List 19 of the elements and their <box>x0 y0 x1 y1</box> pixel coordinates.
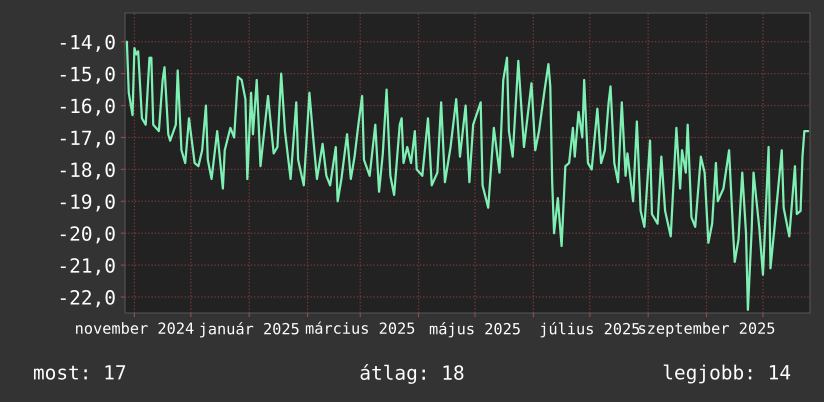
y-tick-label: -15,0 <box>60 66 115 84</box>
x-tick-label: szeptember 2025 <box>639 322 774 337</box>
y-tick-label: -20,0 <box>60 226 115 244</box>
line-series <box>126 40 810 311</box>
text: most: 17 <box>34 365 126 380</box>
y-tick-label: -17,0 <box>60 130 115 148</box>
x-tick-label: november 2024 <box>76 322 194 334</box>
x-tick-label: július 2025 <box>540 322 640 338</box>
x-tick-label: január 2025 <box>200 322 299 338</box>
y-tick-label: -21,0 <box>60 258 115 276</box>
x-tick-label: május 2025 <box>430 322 520 338</box>
y-tick-label: -22,0 <box>60 290 115 308</box>
y-tick-label: -18,0 <box>60 162 115 180</box>
y-tick-label: -16,0 <box>60 98 115 116</box>
text: legjobb: 14 <box>664 364 790 384</box>
y-tick-label: -19,0 <box>60 194 115 212</box>
text: átlag: 18 <box>360 364 464 384</box>
y-tick-label: -14,0 <box>60 34 115 52</box>
x-tick-label: március 2025 <box>306 322 414 334</box>
